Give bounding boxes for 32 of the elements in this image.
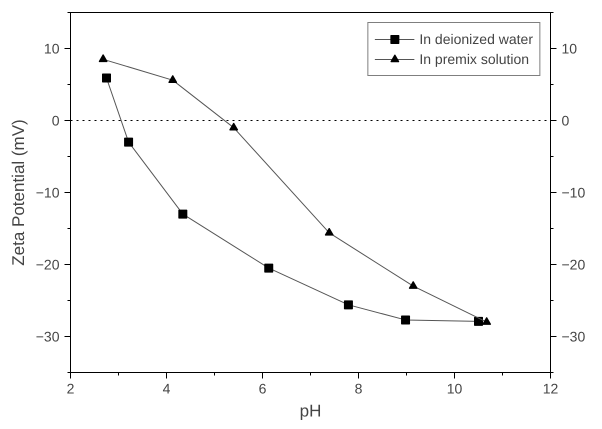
y2-tick-label: −20 (562, 256, 586, 272)
x-tick-label: 10 (446, 380, 462, 396)
point (168, 75, 178, 83)
y2-tick-label: 0 (562, 112, 570, 128)
x-tick-label: 8 (354, 380, 363, 396)
x-axis-title: pH (300, 402, 322, 420)
y-axis-title: Zeta Potential (mV) (8, 119, 28, 266)
y-tick-label: −20 (36, 256, 60, 272)
point (178, 210, 188, 219)
point (229, 122, 238, 131)
point (408, 280, 418, 289)
legend-label: In premix solution (419, 51, 530, 67)
point (98, 54, 108, 62)
y2-tick-label: −10 (562, 184, 586, 200)
y2-tick-label: −30 (562, 328, 586, 344)
x-tick-label: 12 (542, 380, 558, 396)
y-tick-label: 10 (44, 40, 60, 56)
point (482, 316, 492, 325)
y2-tick-label: 10 (562, 40, 578, 56)
x-tick-label: 4 (162, 380, 171, 396)
x-tick-label: 2 (66, 380, 75, 396)
point (102, 74, 111, 83)
point (324, 228, 334, 236)
point (401, 315, 410, 324)
point (344, 300, 353, 310)
legend-label: In deionized water (419, 31, 533, 47)
y-tick-label: −10 (36, 184, 60, 200)
y-tick-label: −30 (36, 328, 60, 344)
point (124, 138, 134, 147)
point (264, 264, 274, 273)
x-tick-label: 6 (258, 380, 267, 396)
y-tick-label: 0 (52, 112, 60, 128)
